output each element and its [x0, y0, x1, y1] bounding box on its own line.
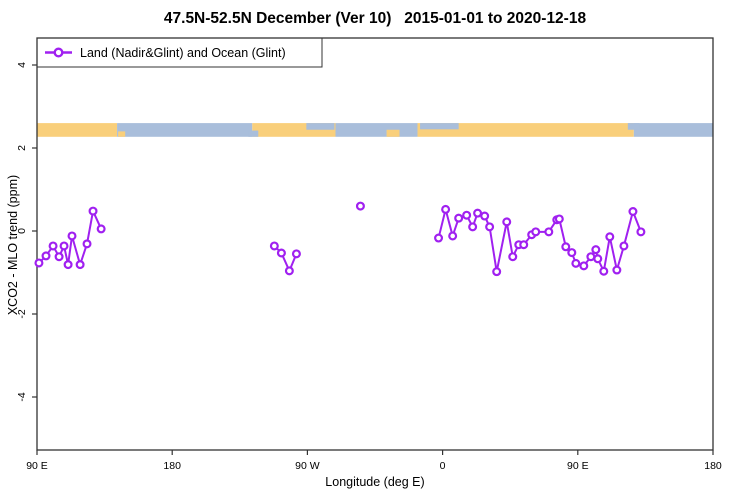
data-point	[599, 266, 609, 276]
data-point	[636, 227, 646, 237]
y-tick-label: -4	[16, 392, 28, 401]
y-tick-label: 4	[16, 62, 28, 68]
data-point	[544, 227, 554, 237]
data-point	[88, 206, 98, 216]
x-tick-label: 90 W	[295, 460, 320, 472]
y-axis-title: XCO2 - MLO trend (ppm)	[6, 174, 20, 316]
data-point	[531, 227, 541, 237]
legend-label: Land (Nadir&Glint) and Ocean (Glint)	[80, 46, 286, 60]
legend-sample-marker	[53, 47, 64, 58]
data-point	[75, 260, 85, 270]
data-point	[48, 241, 58, 251]
legend-box	[36, 37, 323, 68]
x-tick-label: 180	[704, 460, 722, 472]
map-band-patch-ocean	[627, 123, 640, 130]
map-band-patch-ocean	[306, 123, 335, 130]
data-point	[462, 210, 472, 220]
map-band-patch-ocean	[420, 123, 459, 130]
data-point	[473, 208, 483, 218]
chart-title: 47.5N-52.5N December (Ver 10) 2015-01-01…	[163, 10, 587, 27]
x-axis-title: Longitude (deg E)	[325, 475, 425, 489]
x-tick-label: 180	[163, 460, 181, 472]
data-point	[519, 240, 529, 250]
data-point	[355, 201, 365, 211]
data-point	[561, 242, 571, 252]
data-point	[567, 248, 577, 258]
data-point	[96, 224, 106, 234]
data-point	[619, 241, 629, 251]
data-point	[485, 222, 495, 232]
data-point	[284, 266, 294, 276]
data-point	[591, 245, 601, 255]
data-point	[628, 206, 638, 216]
y-tick-label: 0	[16, 228, 28, 234]
map-band-segment-ocean	[335, 123, 418, 137]
data-point	[593, 254, 603, 264]
map-band-segment-ocean	[117, 123, 253, 137]
data-point	[480, 211, 490, 221]
data-line-north-america-cluster	[273, 245, 298, 272]
map-band-segment-ocean	[633, 123, 713, 137]
data-point	[571, 258, 581, 268]
plot-box	[36, 37, 714, 451]
data-point	[41, 251, 51, 261]
data-point	[441, 204, 451, 214]
data-point	[579, 261, 589, 271]
data-point	[82, 239, 92, 249]
data-point	[612, 265, 622, 275]
data-point	[434, 233, 444, 243]
data-point	[59, 241, 69, 251]
data-point	[554, 214, 564, 224]
data-point	[508, 252, 518, 262]
data-point	[448, 231, 458, 241]
data-point	[276, 248, 286, 258]
map-band-patch-land	[386, 129, 400, 137]
y-tick-label: -2	[16, 309, 28, 318]
x-tick-label: 90 E	[26, 460, 48, 472]
data-point	[269, 241, 279, 251]
data-point	[67, 231, 77, 241]
x-tick-label: 90 E	[567, 460, 589, 472]
data-point	[586, 252, 596, 262]
y-tick-label: 2	[16, 145, 28, 151]
data-point	[605, 232, 615, 242]
data-point	[492, 267, 502, 277]
data-point	[468, 222, 478, 232]
data-point	[54, 252, 64, 262]
map-band-patch-land	[118, 131, 126, 137]
data-point	[502, 217, 512, 227]
map-band-segment-land	[417, 123, 634, 137]
map-band-patch-ocean	[248, 130, 259, 137]
data-point	[291, 249, 301, 259]
x-tick-label: 0	[440, 460, 446, 472]
data-point	[34, 258, 44, 268]
data-point	[454, 213, 464, 223]
map-band-segment-land	[37, 123, 118, 137]
data-point	[63, 260, 73, 270]
